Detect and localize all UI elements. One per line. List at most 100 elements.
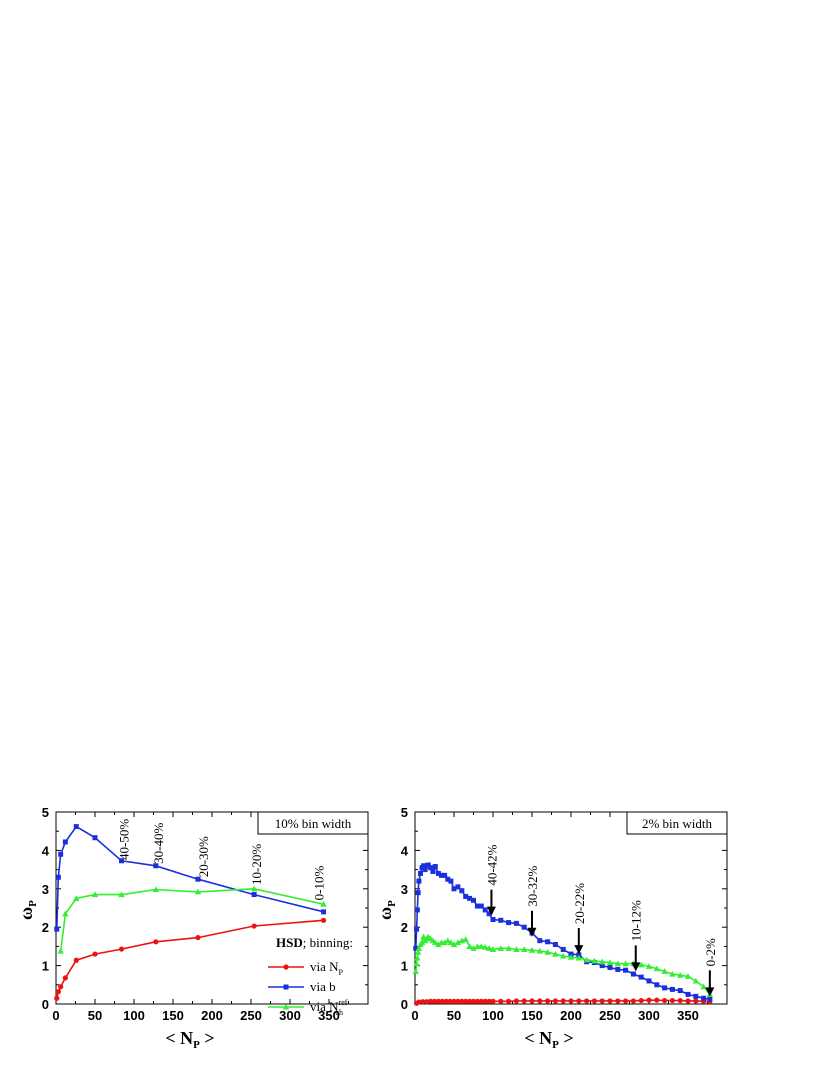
data-point [435, 870, 441, 876]
data-point [432, 864, 438, 870]
data-point [73, 895, 80, 901]
data-point [470, 998, 477, 1004]
data-point [251, 923, 257, 929]
x-tick-label: 150 [162, 1008, 184, 1023]
data-point [489, 946, 497, 953]
data-point [73, 957, 79, 963]
data-point [320, 900, 327, 907]
data-point [418, 939, 426, 946]
bin-width-label: 10% bin width [275, 816, 352, 831]
data-point [412, 968, 419, 974]
data-point [529, 998, 535, 1004]
data-point [467, 895, 473, 901]
data-point [521, 946, 528, 953]
data-point [607, 965, 613, 971]
data-point [58, 851, 64, 857]
data-point [119, 858, 125, 864]
x-tick-label: 200 [201, 1008, 223, 1023]
x-tick-label: 50 [447, 1008, 461, 1023]
centrality-label: 10-20% [249, 844, 264, 885]
series-circle [413, 997, 713, 1006]
data-point [92, 951, 98, 957]
data-point [638, 974, 644, 980]
data-point [73, 824, 79, 830]
x-tick-label: 250 [599, 1008, 621, 1023]
data-point [560, 952, 567, 959]
data-point [591, 998, 598, 1004]
data-point [92, 835, 98, 841]
legend-marker [282, 1003, 290, 1010]
panel-2-percent-bin-width: 0 50 100 150 200 250 300 350 0 1 2 3 4 5 < NP > ωP 2% bi… [375, 805, 728, 1051]
data-point [448, 878, 454, 884]
data-point [677, 972, 684, 978]
data-point [425, 862, 431, 868]
data-point [623, 967, 629, 973]
data-point [693, 993, 699, 999]
data-point [153, 863, 159, 869]
data-point [470, 945, 477, 951]
data-point [153, 939, 159, 945]
data-point [692, 977, 699, 984]
data-point [478, 943, 485, 949]
data-point [606, 959, 614, 966]
data-point [435, 998, 441, 1004]
data-point [486, 998, 492, 1004]
data-point [62, 910, 69, 917]
data-point [669, 986, 675, 992]
data-point [545, 939, 551, 945]
data-point [414, 926, 420, 932]
plot-frame [55, 811, 369, 1005]
data-point [615, 998, 621, 1004]
centrality-label: 30-40% [151, 823, 166, 864]
data-point [55, 989, 61, 995]
data-point [661, 968, 668, 974]
y-tick-label: 1 [42, 959, 49, 974]
data-point [486, 911, 492, 917]
data-point [447, 939, 455, 946]
data-point [497, 945, 504, 951]
data-point [444, 937, 451, 944]
data-point [646, 997, 652, 1003]
legend-label: via b [310, 979, 336, 994]
data-point [568, 998, 574, 1004]
data-point [567, 953, 575, 960]
data-point [677, 988, 683, 994]
data-point [118, 891, 125, 898]
data-point [513, 946, 520, 953]
series-line [56, 825, 324, 930]
data-point [552, 998, 559, 1004]
data-point [413, 960, 420, 967]
x-tick-label: 50 [88, 1008, 102, 1023]
data-point [498, 998, 504, 1004]
data-point [414, 907, 420, 913]
y-tick-label: 3 [42, 882, 49, 897]
legend: HSD; binning: via NP via b via Nref ch [268, 935, 353, 1017]
data-point [537, 938, 543, 944]
data-point [662, 985, 668, 991]
centrality-label: 0-2% [703, 938, 718, 966]
data-point [55, 874, 61, 880]
data-point [424, 999, 430, 1005]
data-point [506, 998, 512, 1004]
data-point [195, 876, 201, 882]
data-point [622, 960, 629, 967]
x-tick-label: 350 [318, 1008, 340, 1023]
y-tick-label: 5 [401, 805, 408, 820]
centrality-arrow-head [527, 927, 537, 937]
y-tick-label: 2 [42, 920, 49, 935]
centrality-label: 0-10% [312, 865, 327, 900]
data-point [430, 869, 436, 875]
bin-width-box [626, 811, 728, 835]
data-point [428, 865, 434, 871]
y-tick-label: 5 [42, 805, 49, 820]
data-point [505, 945, 512, 951]
data-point [474, 903, 480, 909]
series-triangle [412, 933, 714, 997]
data-point [630, 971, 636, 977]
data-point [251, 892, 257, 898]
data-point [560, 946, 566, 952]
data-point [471, 897, 476, 903]
x-tick-label: 250 [240, 1008, 262, 1023]
data-point [118, 946, 125, 952]
data-point [614, 960, 621, 967]
